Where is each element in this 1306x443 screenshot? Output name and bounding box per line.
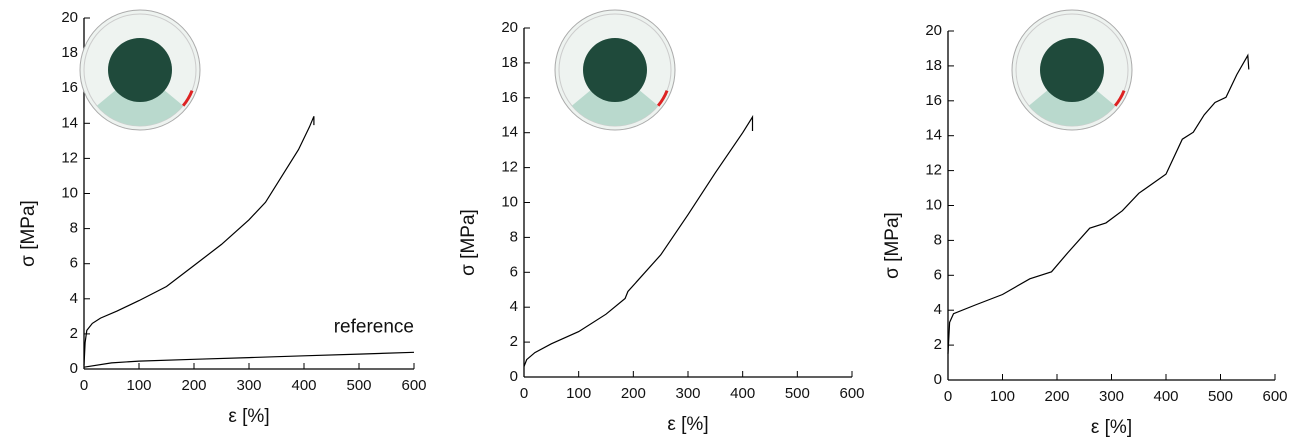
data-line xyxy=(83,351,415,368)
y-tick-label: 6 xyxy=(70,255,78,272)
y-tick-label: 10 xyxy=(925,196,942,213)
y-tick-label: 12 xyxy=(925,162,942,179)
inset-core xyxy=(108,38,172,102)
inset-core xyxy=(583,38,647,102)
inset-ring-inner xyxy=(1015,13,1129,127)
y-tick-label: 18 xyxy=(925,57,942,74)
x-tick-label: 500 xyxy=(1208,388,1233,405)
x-tick-label: 500 xyxy=(785,385,810,402)
y-tick-label: 12 xyxy=(501,159,518,176)
data-line xyxy=(523,114,754,367)
inset-marker xyxy=(1113,90,1126,107)
y-tick-label: 16 xyxy=(501,89,518,106)
y-tick-label: 4 xyxy=(70,290,78,307)
y-tick-label: 16 xyxy=(925,92,942,109)
y-tick-label: 16 xyxy=(61,79,78,96)
x-tick-label: 500 xyxy=(346,377,371,394)
y-tick-label: 12 xyxy=(61,149,78,166)
y-tick-label: 6 xyxy=(934,266,942,283)
data-line xyxy=(947,53,1250,354)
y-tick-label: 0 xyxy=(934,371,942,388)
y-tick-label: 18 xyxy=(501,54,518,71)
y-tick-label: 10 xyxy=(501,193,518,210)
y-tick-label: 18 xyxy=(61,44,78,61)
x-tick-label: 300 xyxy=(1099,388,1124,405)
x-tick-label: 600 xyxy=(401,377,426,394)
x-tick-label: 0 xyxy=(80,377,88,394)
x-tick-label: 200 xyxy=(621,385,646,402)
y-tick-label: 20 xyxy=(501,19,518,36)
y-tick-label: 14 xyxy=(61,114,78,131)
y-tick-label: 0 xyxy=(70,360,78,377)
y-tick-label: 14 xyxy=(925,127,942,144)
y-tick-label: 14 xyxy=(501,124,518,141)
x-tick-label: 400 xyxy=(291,377,316,394)
x-tick-label: 300 xyxy=(675,385,700,402)
x-axis-label: ε [%] xyxy=(1091,417,1132,438)
y-tick-label: 4 xyxy=(934,301,942,318)
y-tick-label: 2 xyxy=(70,325,78,342)
y-tick-label: 0 xyxy=(510,368,518,385)
x-tick-label: 100 xyxy=(126,377,151,394)
inset-ring-inner xyxy=(83,13,197,127)
y-tick-label: 8 xyxy=(70,220,78,237)
y-tick-label: 10 xyxy=(61,184,78,201)
y-tick-label: 2 xyxy=(510,333,518,350)
x-tick-label: 200 xyxy=(1044,388,1069,405)
y-tick-label: 20 xyxy=(61,9,78,26)
x-tick-label: 200 xyxy=(181,377,206,394)
data-line xyxy=(83,116,315,366)
y-tick-label: 8 xyxy=(510,228,518,245)
x-tick-label: 600 xyxy=(839,385,864,402)
x-tick-label: 100 xyxy=(990,388,1015,405)
x-axis-label: ε [%] xyxy=(228,406,269,427)
x-tick-label: 400 xyxy=(730,385,755,402)
y-tick-label: 4 xyxy=(510,298,518,315)
x-tick-label: 0 xyxy=(520,385,528,402)
inset-marker xyxy=(656,90,669,107)
inset-core xyxy=(1040,38,1104,102)
x-tick-label: 600 xyxy=(1262,388,1287,405)
y-axis-label: σ [MPa] xyxy=(882,212,903,279)
y-tick-label: 8 xyxy=(934,231,942,248)
y-tick-label: 6 xyxy=(510,263,518,280)
x-tick-label: 400 xyxy=(1153,388,1178,405)
y-tick-label: 2 xyxy=(934,336,942,353)
x-axis-label: ε [%] xyxy=(667,414,708,435)
y-axis-label: σ [MPa] xyxy=(458,209,479,276)
y-axis-label: σ [MPa] xyxy=(18,200,39,267)
y-tick-label: 20 xyxy=(925,22,942,39)
x-tick-label: 300 xyxy=(236,377,261,394)
inset-marker xyxy=(181,90,194,107)
x-tick-label: 100 xyxy=(566,385,591,402)
x-tick-label: 0 xyxy=(944,388,952,405)
series-label: reference xyxy=(334,316,414,337)
